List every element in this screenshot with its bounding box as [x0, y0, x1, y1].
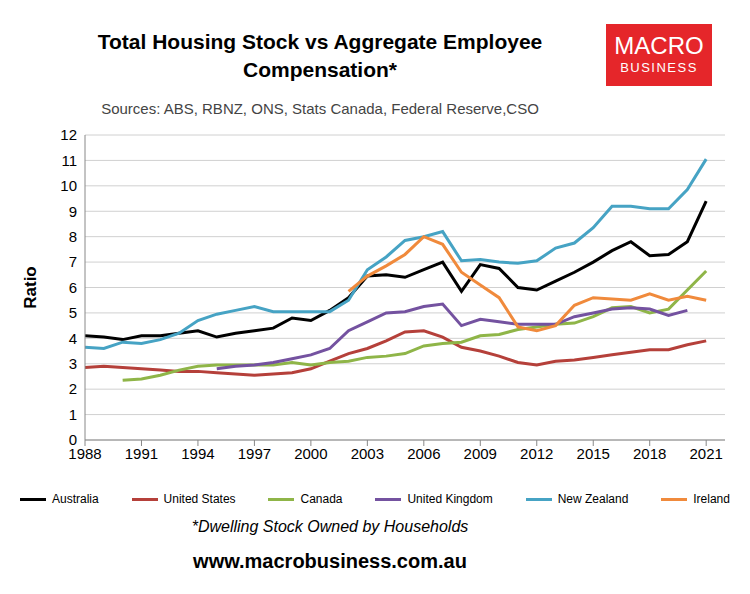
svg-text:11: 11: [61, 152, 77, 169]
html-text:Canada: Canada: [300, 492, 343, 506]
html-text:Ireland: Ireland: [693, 492, 730, 506]
html-text:*Dwelling Stock Owned by House: *Dwelling Stock Owned by Households: [191, 518, 469, 535]
html-text:MACRO: MACRO: [614, 32, 704, 59]
svg-text:0: 0: [69, 431, 77, 448]
svg-text:9: 9: [69, 203, 77, 220]
svg-text:4: 4: [69, 330, 77, 347]
svg-text:6: 6: [69, 279, 77, 296]
html-text:BUSINESS: BUSINESS: [620, 60, 698, 75]
html-text:Total Housing Stock vs Aggrega: Total Housing Stock vs Aggregate Employe…: [97, 30, 543, 81]
svg-text:8: 8: [69, 228, 77, 245]
svg-text:2009: 2009: [464, 445, 497, 462]
svg-text:1997: 1997: [238, 445, 271, 462]
svg-text:2006: 2006: [407, 445, 440, 462]
svg-text:2018: 2018: [633, 445, 666, 462]
svg-text:Ratio: Ratio: [21, 266, 40, 309]
svg-text:5: 5: [69, 304, 77, 321]
svg-text:10: 10: [60, 177, 77, 194]
html-text:Sources: ABS, RBNZ, ONS, Stats: Sources: ABS, RBNZ, ONS, Stats Canada, F…: [101, 100, 539, 117]
svg-text:2000: 2000: [294, 445, 327, 462]
html-text:United Kingdom: United Kingdom: [407, 492, 493, 506]
svg-text:2003: 2003: [351, 445, 384, 462]
svg-text:1994: 1994: [181, 445, 214, 462]
html-text:www.macrobusiness.com.au: www.macrobusiness.com.au: [193, 550, 467, 572]
html-text:United States: United States: [163, 492, 236, 506]
svg-text:2: 2: [69, 380, 77, 397]
svg-text:3: 3: [69, 355, 77, 372]
svg-text:1: 1: [69, 406, 77, 423]
svg-text:2015: 2015: [577, 445, 610, 462]
html-text:New Zealand: New Zealand: [557, 492, 629, 506]
svg-text:1991: 1991: [125, 445, 158, 462]
svg-text:12: 12: [60, 126, 77, 143]
svg-text:2012: 2012: [520, 445, 553, 462]
svg-text:7: 7: [69, 253, 77, 270]
html-text:Australia: Australia: [52, 492, 99, 506]
svg-text:2021: 2021: [689, 445, 722, 462]
svg-text:1988: 1988: [68, 444, 102, 462]
